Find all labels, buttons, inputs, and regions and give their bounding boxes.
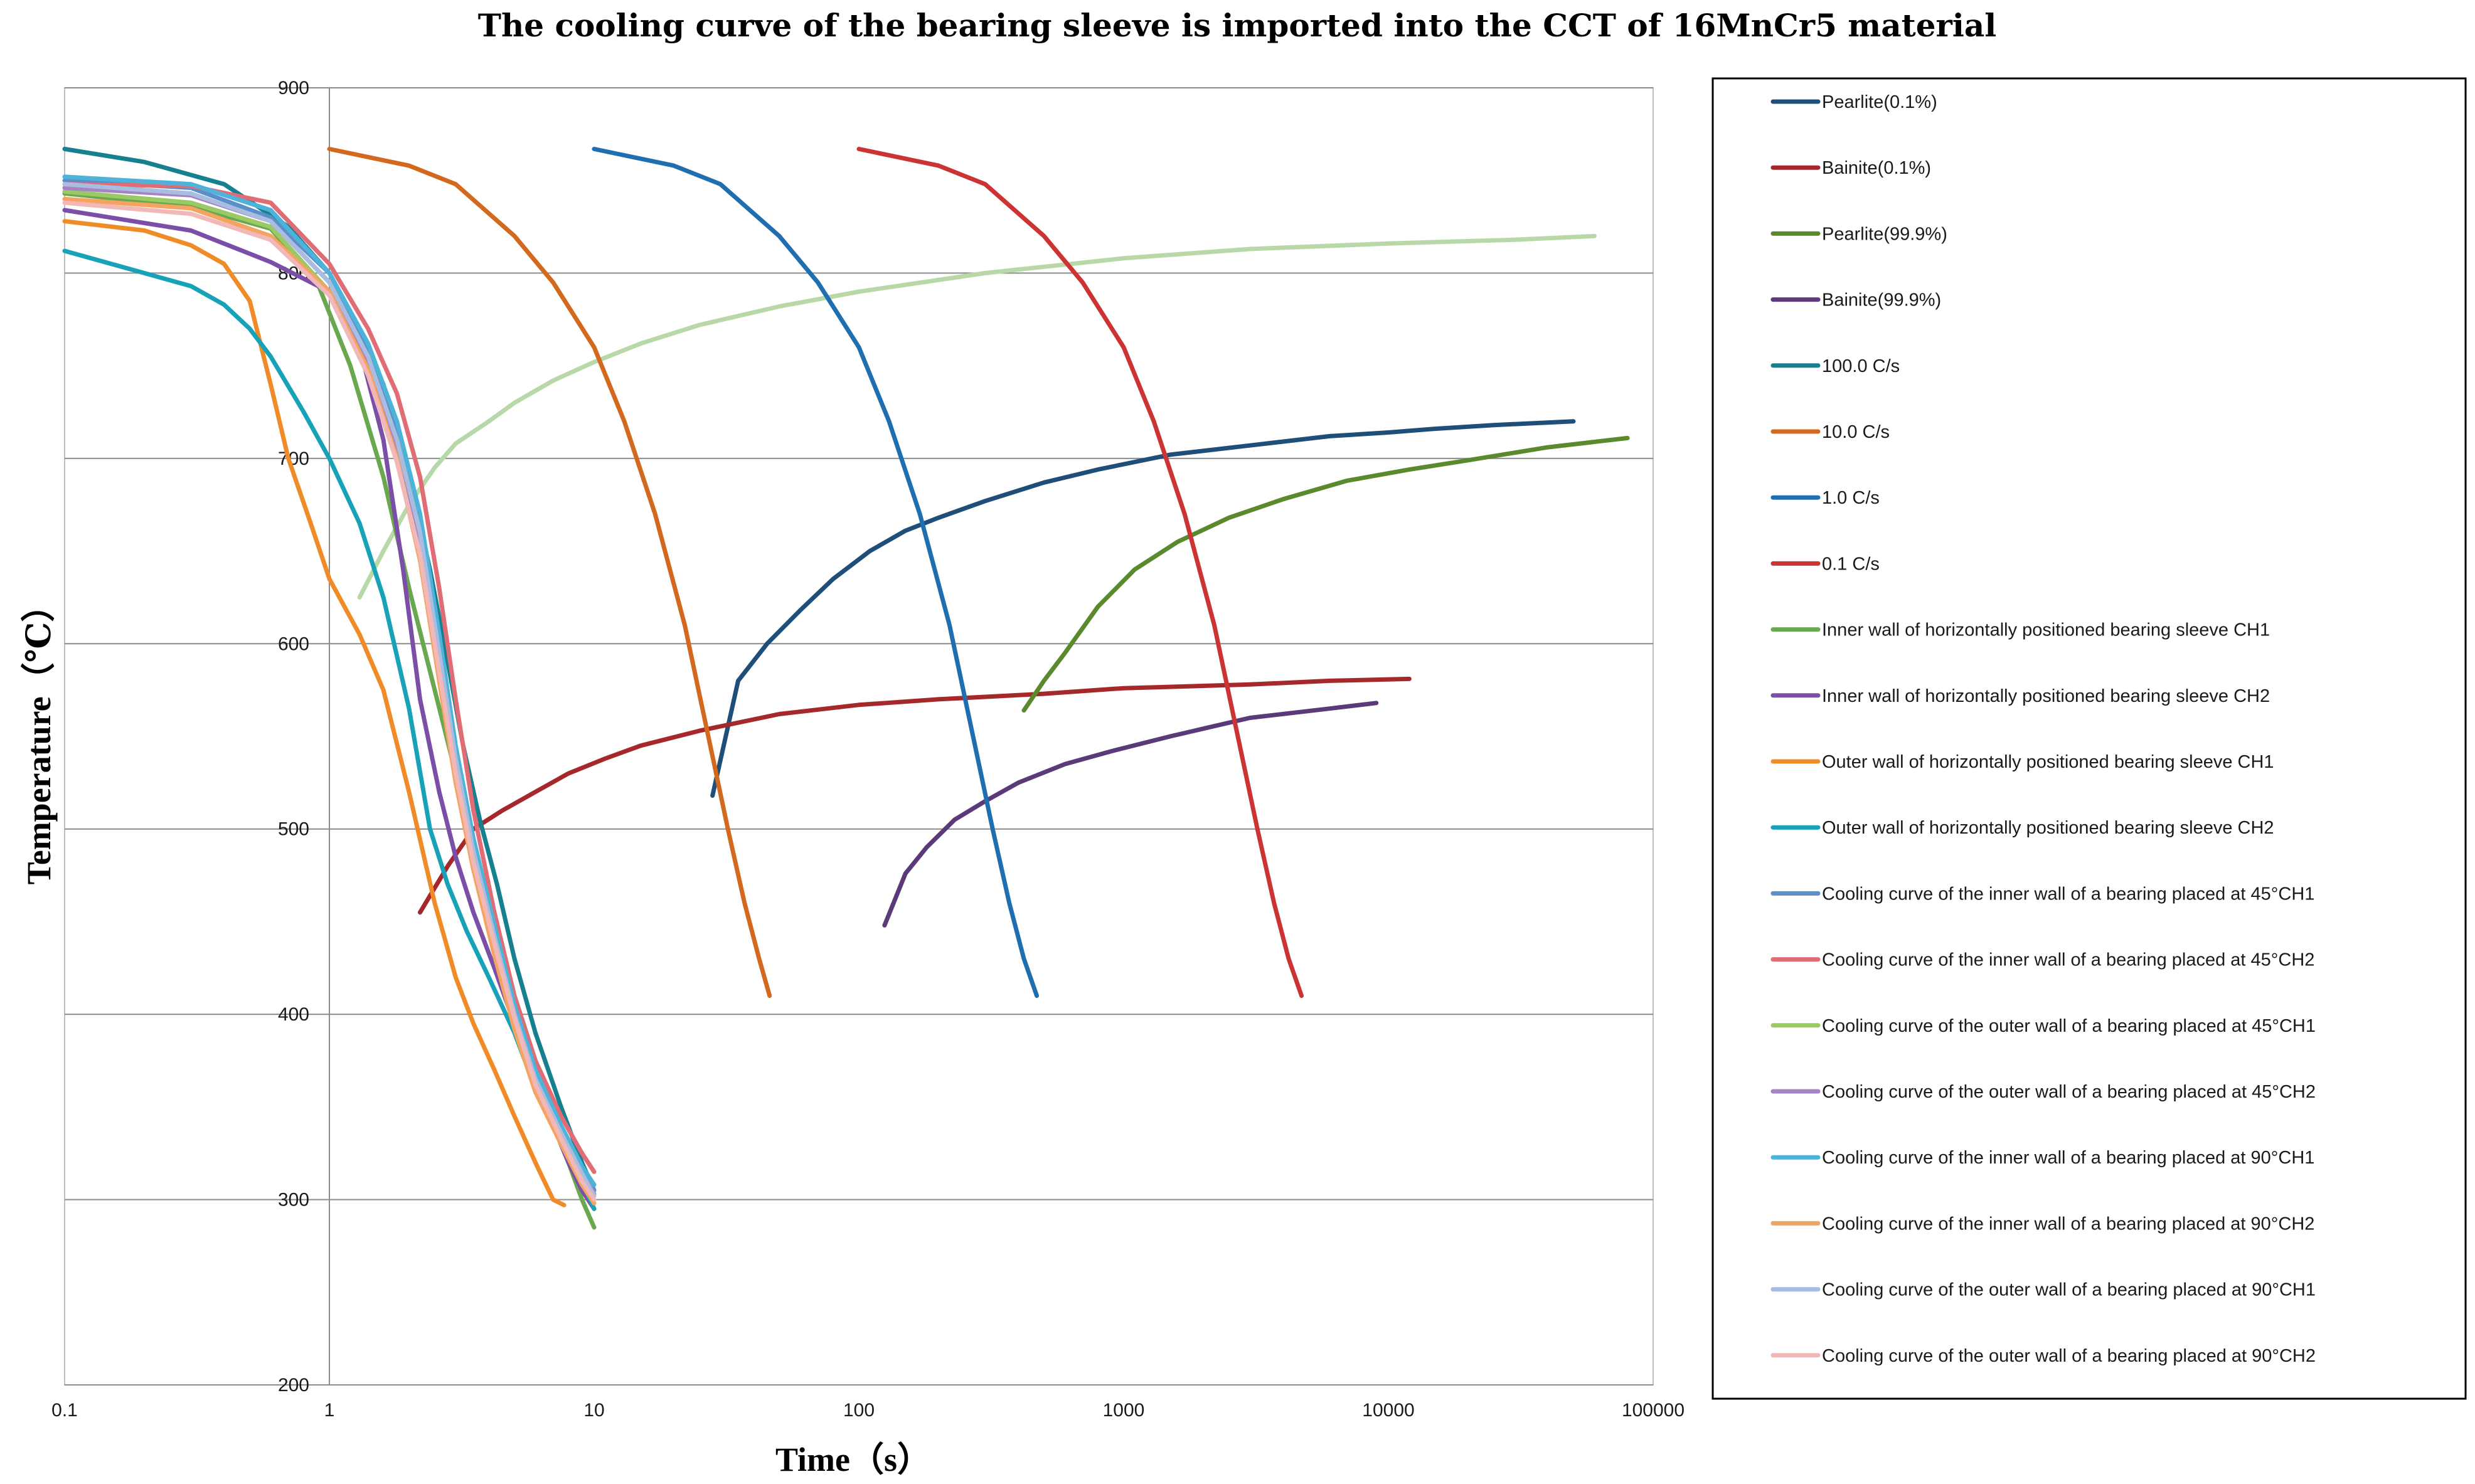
series-line-18 bbox=[62, 182, 597, 1199]
y-tick-label: 400 bbox=[278, 1004, 309, 1025]
y-tick-label: 700 bbox=[278, 448, 309, 469]
legend-label: Inner wall of horizontally positioned be… bbox=[1822, 686, 2270, 706]
series-line-10 bbox=[62, 219, 567, 1207]
series-line-16 bbox=[62, 174, 597, 1187]
legend-label: Pearlite(99.9%) bbox=[1822, 224, 1947, 244]
legend-label: Cooling curve of the inner wall of a bea… bbox=[1822, 950, 2314, 970]
legend-label: 10.0 C/s bbox=[1822, 422, 1890, 442]
x-tick-label: 10000 bbox=[1362, 1400, 1414, 1421]
series-line-13 bbox=[62, 182, 597, 1174]
legend-label: Inner wall of horizontally positioned be… bbox=[1822, 620, 2270, 640]
series-line-6 bbox=[592, 147, 1040, 999]
legend-label: Cooling curve of the inner wall of a bea… bbox=[1822, 1148, 2314, 1168]
x-axis-title: Time（s） bbox=[775, 1441, 931, 1478]
legend: Pearlite(0.1%) Bainite(0.1%) Pearlite(99.9… bbox=[1770, 92, 2316, 1366]
legend-label: Cooling curve of the inner wall of a bea… bbox=[1822, 884, 2314, 904]
legend-label: 1.0 C/s bbox=[1822, 488, 1880, 508]
y-tick-label: 600 bbox=[278, 633, 309, 654]
x-tick-label: 1000 bbox=[1103, 1400, 1145, 1421]
legend-label: Cooling curve of the outer wall of a bea… bbox=[1822, 1016, 2316, 1036]
y-axis-title: Temperature（℃） bbox=[20, 588, 58, 885]
series-line-3 bbox=[882, 701, 1379, 928]
y-tick-label: 200 bbox=[278, 1375, 309, 1396]
series-line-2 bbox=[1021, 435, 1630, 713]
y-tick-label: 900 bbox=[278, 78, 309, 98]
legend-label: Cooling curve of the inner wall of a bea… bbox=[1822, 1214, 2314, 1234]
series-line-7 bbox=[856, 147, 1304, 999]
legend-label: Cooling curve of the outer wall of a bea… bbox=[1822, 1346, 2316, 1366]
y-tick-label: 500 bbox=[278, 819, 309, 840]
x-tick-label: 10 bbox=[583, 1400, 604, 1421]
legend-label: Bainite(99.9%) bbox=[1822, 290, 1941, 310]
series-line-unlabeled-0 bbox=[357, 233, 1597, 600]
chart-title: The cooling curve of the bearing sleeve … bbox=[478, 7, 1997, 44]
legend-label: Outer wall of horizontally positioned be… bbox=[1822, 818, 2274, 838]
series-line-1 bbox=[418, 676, 1412, 915]
legend-label: 100.0 C/s bbox=[1822, 356, 1900, 376]
x-tick-label: 100 bbox=[843, 1400, 875, 1421]
legend-label: Outer wall of horizontally positioned be… bbox=[1822, 752, 2274, 772]
x-tick-label: 100000 bbox=[1622, 1400, 1685, 1421]
legend-label: Cooling curve of the outer wall of a bea… bbox=[1822, 1082, 2316, 1102]
legend-label: Pearlite(0.1%) bbox=[1822, 92, 1937, 112]
x-tick-labels: 0.1 1 10 100 1000 10000 100000 bbox=[51, 1400, 1685, 1421]
legend-label: 0.1 C/s bbox=[1822, 554, 1880, 574]
y-tick-label: 300 bbox=[278, 1190, 309, 1211]
legend-label: Bainite(0.1%) bbox=[1822, 158, 1931, 178]
series-line-5 bbox=[327, 147, 772, 999]
legend-box bbox=[1711, 77, 2467, 1400]
legend-label: Cooling curve of the outer wall of a bea… bbox=[1822, 1280, 2316, 1300]
x-tick-label: 1 bbox=[324, 1400, 335, 1421]
x-tick-label: 0.1 bbox=[51, 1400, 78, 1421]
series-lines bbox=[62, 147, 1630, 1230]
series-line-19 bbox=[62, 200, 597, 1202]
series-line-0 bbox=[710, 419, 1576, 798]
